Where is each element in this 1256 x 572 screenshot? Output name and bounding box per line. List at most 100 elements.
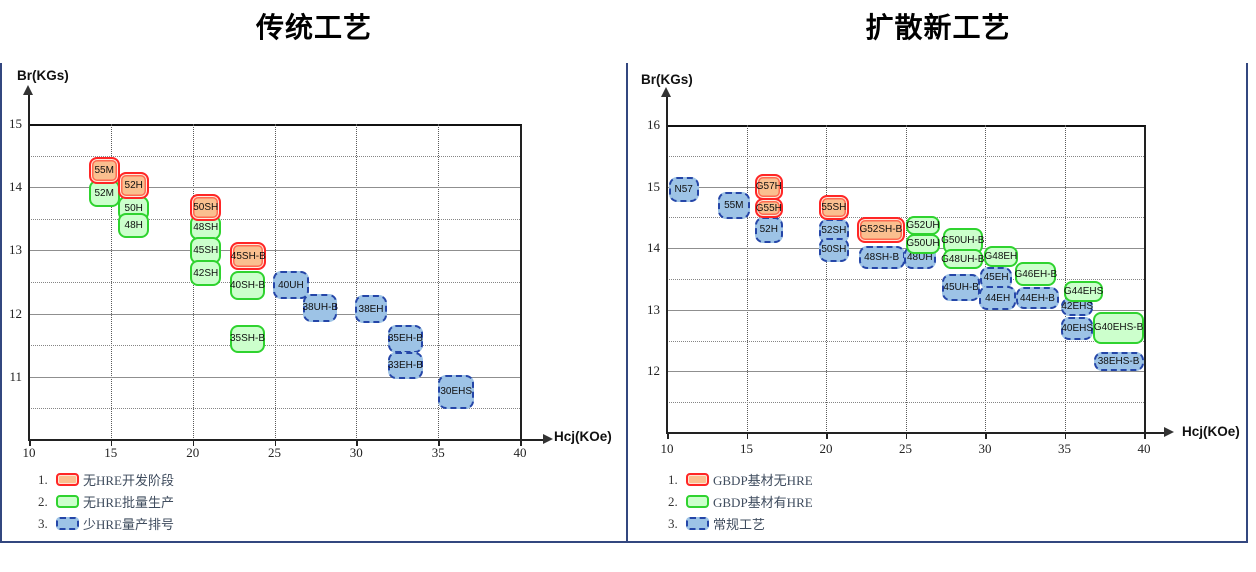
x-axis-arrow-icon [543, 434, 553, 444]
gridline-horizontal [29, 250, 520, 252]
x-tick-label-35: 35 [1058, 441, 1071, 456]
gridline-horizontal [29, 408, 520, 410]
x-tick-label-10: 10 [22, 445, 36, 460]
x-tick-label-15: 15 [740, 441, 753, 456]
y-axis-line [666, 97, 668, 433]
legend-label: GBDP基材无HRE [713, 473, 813, 488]
grade-box-44EH: 44EH [979, 286, 1016, 310]
grade-box-52SH: 52SH [819, 219, 849, 243]
x-tick-mark [520, 441, 522, 446]
legend-swatch-conv [56, 517, 79, 530]
x-tick-mark [985, 434, 987, 439]
grade-box-48SH-B: 48SH-B [858, 245, 905, 270]
legend-index: 1. [38, 471, 48, 487]
x-tick-mark [356, 441, 358, 446]
legend-item-dev: 1. 无HRE开发阶段 [38, 470, 174, 489]
gridline-horizontal [29, 345, 520, 347]
x-tick-label-15: 15 [104, 445, 118, 460]
legend-label: 少HRE量产排号 [83, 517, 175, 532]
grade-box-G52SH-B: G52SH-B [857, 216, 905, 243]
grade-box-52H: 52H [118, 171, 150, 199]
x-tick-label-25: 25 [268, 445, 281, 460]
y-tick-label-12: 12 [9, 305, 22, 321]
legend-index: 2. [668, 493, 678, 509]
grade-box-40EHS: 40EHS [1061, 316, 1094, 340]
legend-swatch-dev [686, 473, 709, 486]
grade-box-48H: 48H [118, 212, 150, 238]
x-tick-mark [29, 441, 31, 446]
grade-box-52H: 52H [754, 216, 784, 243]
x-axis-line [28, 439, 543, 441]
x-tick-label-40: 40 [1137, 441, 1151, 456]
x-tick-label-40: 40 [513, 445, 527, 460]
y-axis-line [28, 95, 30, 440]
grade-box-42SH: 42SH [190, 259, 222, 287]
gridline-horizontal [667, 309, 1144, 311]
gridline-horizontal [667, 371, 1144, 373]
gridline-horizontal [667, 402, 1144, 404]
gridline-horizontal [667, 155, 1144, 157]
x-tick-mark [1064, 434, 1066, 439]
plot-area-traditional [29, 124, 522, 442]
x-tick-mark [826, 434, 828, 439]
x-axis-line [666, 432, 1164, 434]
grade-box-40UH: 40UH [272, 270, 309, 300]
gridline-horizontal [667, 186, 1144, 188]
grade-box-G40EHS-B: G40EHS-B [1093, 311, 1144, 344]
gridline-horizontal [29, 218, 520, 220]
y-tick-label-12: 12 [647, 363, 660, 379]
grade-box-38EHS-B: 38EHS-B [1093, 351, 1144, 372]
y-tick-label-11: 11 [9, 368, 22, 384]
grade-box-55SH: 55SH [819, 195, 849, 220]
legend-index: 3. [38, 515, 48, 531]
grade-box-G52UH: G52UH [906, 215, 940, 236]
diffusion-process-panel [628, 63, 1248, 543]
legend-item-dev: 1. GBDP基材无HRE [668, 470, 813, 489]
legend-item-conv: 3. 常规工艺 [668, 514, 765, 533]
grade-box-G57H: G57H [754, 173, 784, 200]
y-axis-arrow-icon [23, 85, 33, 95]
legend-index: 3. [668, 515, 678, 531]
legend-label: GBDP基材有HRE [713, 495, 813, 510]
grade-box-35SH-B: 35SH-B [230, 324, 265, 354]
grade-box-38UH-B: 38UH-B [303, 294, 338, 322]
grade-box-N57: N57 [668, 177, 699, 202]
grade-box-G46EH-B: G46EH-B [1014, 262, 1057, 286]
x-tick-mark [746, 434, 748, 439]
y-tick-label-13: 13 [9, 242, 22, 258]
legend-label: 无HRE开发阶段 [83, 473, 175, 488]
grade-box-55M: 55M [88, 156, 120, 184]
y-tick-label-14: 14 [647, 240, 660, 256]
y-axis-arrow-icon [661, 87, 671, 97]
grade-box-45SH-B: 45SH-B [230, 241, 267, 271]
legend-swatch-mass [56, 495, 79, 508]
y-tick-label-15: 15 [9, 116, 22, 131]
gridline-horizontal [667, 340, 1144, 342]
grade-box-G50UH: G50UH [906, 234, 940, 254]
grade-box-G48UH-B: G48UH-B [941, 249, 984, 270]
legend-swatch-conv [686, 517, 709, 530]
grade-box-55M: 55M [717, 191, 750, 219]
legend-index: 2. [38, 493, 48, 509]
x-tick-label-20: 20 [186, 445, 200, 460]
y-axis-title-diffusion: Br(KGs) [641, 72, 693, 87]
grade-box-52M: 52M [88, 180, 120, 207]
legend-item-mass: 2. GBDP基材有HRE [668, 492, 813, 511]
legend-label: 无HRE批量生产 [83, 495, 175, 510]
x-axis-title-traditional: Hcj(KOe) [554, 429, 612, 444]
x-tick-mark [110, 441, 113, 446]
x-axis-title-diffusion: Hcj(KOe) [1182, 424, 1240, 439]
x-tick-mark [905, 434, 907, 439]
gridline-horizontal [29, 376, 520, 378]
grade-box-G48EH: G48EH [984, 245, 1018, 267]
x-tick-label-30: 30 [349, 445, 363, 460]
grade-box-40SH-B: 40SH-B [230, 270, 265, 300]
legend-index: 1. [668, 471, 678, 487]
gridline-horizontal [29, 313, 520, 315]
y-tick-label-15: 15 [647, 178, 660, 194]
grade-box-33EH-B: 33EH-B [388, 352, 423, 379]
x-tick-label-20: 20 [819, 441, 833, 456]
legend-label: 常规工艺 [713, 517, 766, 532]
x-tick-mark [274, 441, 276, 446]
gridline-horizontal [667, 217, 1144, 219]
